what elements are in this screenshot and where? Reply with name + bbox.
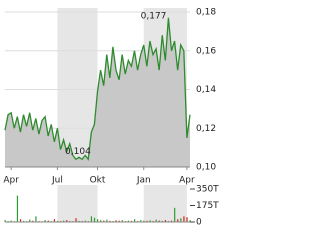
volume-bar [164,220,167,222]
volume-bar [78,220,80,222]
y-tick-label: 0,10 [196,163,216,173]
volume-bar [180,218,182,222]
chart: 0,10 0,12 0,14 0,16 0,18 0,177 0,104 Apr Jul Okt J… [3,8,219,228]
volume-bar [177,219,179,222]
volume-bar [53,219,56,222]
volume-bar [23,220,25,222]
x-tick-label: Jan [136,176,151,186]
y-tick-label: 0,14 [196,85,216,95]
y-tick-label: 350T [196,185,219,195]
volume-bar [115,220,117,222]
volume-bar [63,220,65,222]
volume-bar [121,220,123,222]
volume-bar [109,220,111,222]
y-tick-label: 0 [196,218,202,228]
volume-bar [93,217,96,222]
volume-bar [106,219,108,222]
volume-bar [32,220,34,222]
volume-bar [84,220,86,222]
volume-bar [44,220,46,222]
volume-bar [10,220,12,222]
volume-bar [16,195,19,222]
y-tick-label: 0,16 [196,46,216,56]
price-line [4,17,191,161]
volume-bar [161,220,163,222]
volume-bar [149,220,151,222]
volume-bar [97,219,99,222]
volume-bar [140,220,142,222]
volume-bar [183,216,185,222]
volume-bar [56,220,59,222]
volume-bar [19,219,22,222]
y-tick-label: 0,18 [196,8,216,18]
volume-bar [127,220,130,222]
volume-bar [189,220,191,222]
max-annotation: 0,177 [141,11,167,21]
volume-bar [29,219,31,222]
min-annotation: 0,104 [65,147,91,157]
volume-bar [174,207,176,222]
volume-bar [90,216,93,222]
x-tick-label: Apr [179,176,195,186]
y-tick-label: 175T [196,201,219,211]
volume-bar [66,220,68,222]
period-band [57,185,98,222]
volume-bar [47,220,49,222]
volume-bar [186,217,188,222]
volume-bar [35,216,37,222]
period-band [143,185,187,222]
volume-bar [155,219,157,222]
volume-bar [171,220,173,222]
x-tick-label: Apr [3,176,19,186]
x-tick-label: Okt [90,176,106,186]
x-tick-label: Jul [51,176,63,186]
volume-bar [158,220,160,222]
volume-bar [103,220,105,222]
volume-bar [146,220,148,222]
volume-bar [130,220,133,222]
volume-bar [134,219,136,222]
volume-bar [118,220,120,222]
volume-bar [4,220,6,222]
volume-bar [143,220,145,222]
volume-bar [75,218,77,222]
y-tick-label: 0,12 [196,124,216,134]
volume-bar [100,220,102,222]
